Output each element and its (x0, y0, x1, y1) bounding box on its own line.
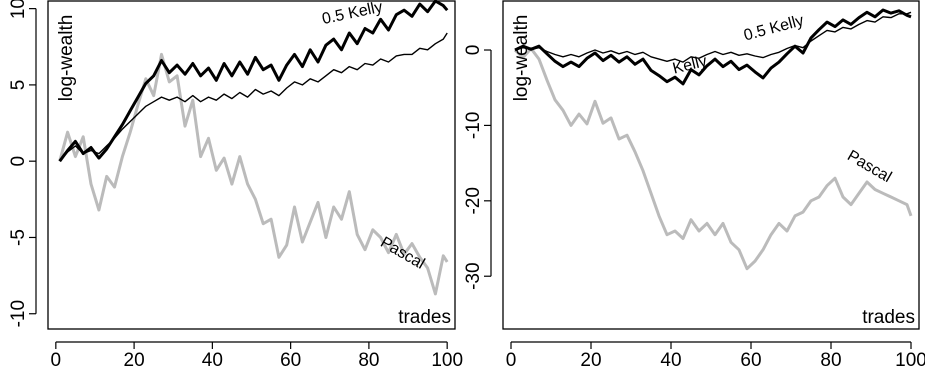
series-line-kelly (58, 0, 449, 163)
y-tick-label: -10 (8, 300, 29, 327)
x-tick-label: 40 (660, 350, 681, 369)
series-label-pascal: Pascal (377, 234, 427, 273)
series-label-kelly: Kelly (671, 53, 709, 78)
y-tick-label: -10 (463, 112, 484, 139)
x-tick-label: 20 (124, 350, 145, 369)
y-tick-label: 10 (8, 0, 29, 19)
series-line-pascal (513, 47, 913, 271)
series-label-0-5-kelly: 0.5 Kelly (742, 12, 806, 44)
x-axis-label: trades (862, 307, 915, 328)
y-tick-label: -5 (8, 229, 29, 246)
x-tick-label: 60 (280, 350, 301, 369)
series-line-pascal (58, 52, 449, 296)
series-line-0-5-kelly (59, 32, 448, 162)
x-tick-label: 40 (202, 350, 223, 369)
plot-frame (502, 0, 920, 330)
y-tick-label: 0 (463, 45, 484, 56)
x-tick-label: 80 (358, 350, 379, 369)
x-tick-label: 0 (51, 350, 62, 369)
series-label-0-5-kelly: 0.5 Kelly (321, 0, 385, 28)
x-tick-label: 20 (580, 350, 601, 369)
y-tick-label: -30 (463, 262, 484, 289)
x-axis-label: trades (398, 307, 451, 328)
x-tick-label: 100 (431, 350, 463, 369)
x-tick-label: 80 (820, 350, 841, 369)
y-tick-label: 0 (8, 156, 29, 167)
series-line-kelly (514, 8, 912, 86)
series-line-0-5-kelly (514, 11, 912, 63)
x-tick-label: 100 (895, 350, 925, 369)
x-tick-label: 60 (740, 350, 761, 369)
y-axis-label: log-wealth (511, 15, 532, 102)
right-panel: Kelly 0.5 Kelly Pascal 0 20 40 60 80 100 -30 -20… (463, 0, 925, 369)
y-tick-label: 5 (8, 80, 29, 91)
y-tick-label: -20 (463, 187, 484, 214)
x-tick-label: 0 (506, 350, 517, 369)
series-label-pascal: Pascal (844, 147, 894, 186)
plot-frame (47, 0, 456, 330)
y-axis-label: log-wealth (56, 15, 77, 102)
